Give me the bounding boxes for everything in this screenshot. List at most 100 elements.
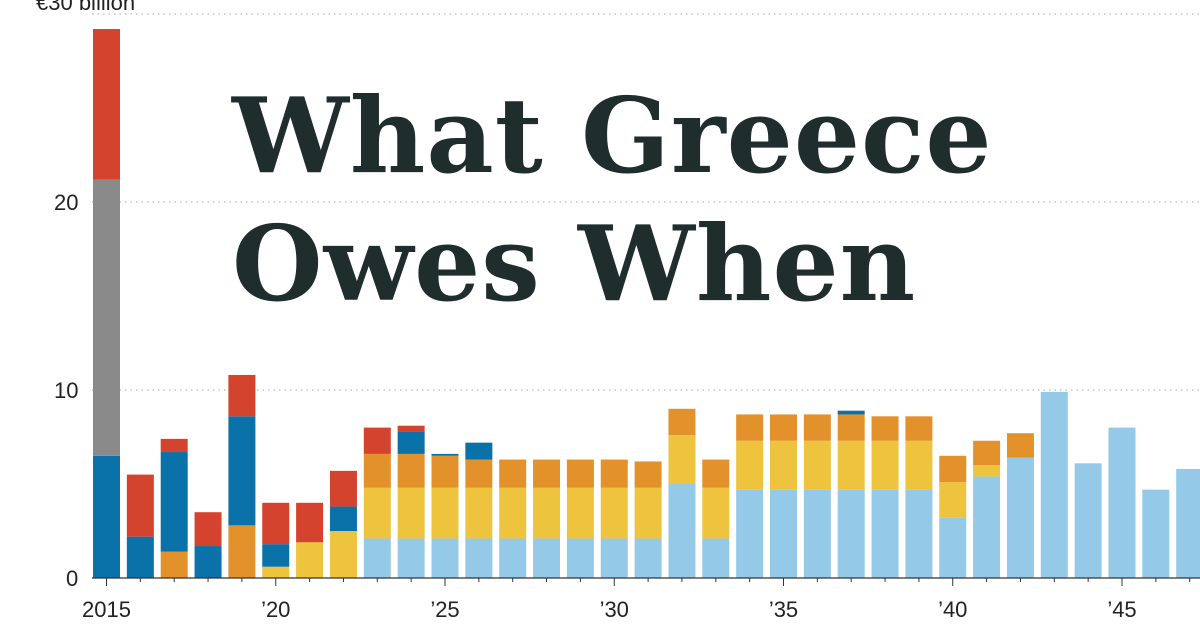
- bar-segment-2036-orange: [803, 414, 831, 441]
- bar-segment-2017-orange: [160, 551, 188, 578]
- bar-segment-2037-light_blue: [837, 489, 865, 578]
- bar-segment-2019-dark_blue: [228, 416, 256, 526]
- bar-segment-2025-orange: [431, 455, 459, 488]
- bar-segment-2017-dark_blue: [160, 452, 188, 552]
- bar-segment-2015-red: [93, 29, 120, 180]
- bar-segment-2037-orange: [837, 414, 865, 441]
- bar-segment-2040-light_blue: [939, 517, 967, 578]
- bar-segment-2034-yellow: [736, 440, 764, 490]
- bar-segment-2024-orange: [397, 453, 425, 488]
- x-tick-label: ’20: [261, 597, 290, 622]
- bar-segment-2038-orange: [871, 416, 899, 441]
- bar-segment-2030-yellow: [600, 487, 628, 539]
- bar-segment-2038-light_blue: [871, 489, 899, 578]
- bar-segment-2028-orange: [533, 459, 561, 488]
- y-tick-label: 0: [66, 566, 78, 591]
- bar-segment-2032-light_blue: [668, 484, 696, 578]
- bar-segment-2042-orange: [1006, 433, 1034, 458]
- bar-segment-2030-light_blue: [600, 538, 628, 578]
- bar-segment-2024-red: [397, 425, 425, 432]
- bar-segment-2047-light_blue: [1176, 468, 1200, 578]
- bar-segment-2019-red: [228, 374, 256, 417]
- bar-segment-2044-light_blue: [1074, 463, 1102, 578]
- x-tick-label: ’40: [938, 597, 967, 622]
- bar-segment-2046-light_blue: [1142, 489, 1170, 578]
- bar-segment-2024-yellow: [397, 487, 425, 539]
- bar-segment-2021-red: [296, 502, 324, 543]
- x-tick-label: ’45: [1107, 597, 1136, 622]
- bar-segment-2036-light_blue: [803, 489, 831, 578]
- bar-segment-2016-dark_blue: [126, 536, 154, 578]
- bar-segment-2039-light_blue: [905, 489, 933, 578]
- bar-segment-2017-red: [160, 438, 188, 453]
- bar-segment-2034-light_blue: [736, 489, 764, 578]
- x-tick-label: ’35: [769, 597, 798, 622]
- bar-segment-2023-light_blue: [363, 538, 391, 578]
- bar-segment-2019-orange: [228, 525, 256, 578]
- x-tick-label: ’30: [600, 597, 629, 622]
- bar-segment-2022-red: [329, 470, 357, 507]
- y-tick-label: 20: [54, 190, 78, 215]
- x-tick-label: 2015: [82, 597, 131, 622]
- bar-segment-2022-yellow: [329, 531, 357, 578]
- bar-segment-2028-yellow: [533, 487, 561, 539]
- bar-segment-2038-yellow: [871, 440, 899, 490]
- bar-segment-2020-red: [262, 502, 290, 545]
- bar-segment-2026-dark_blue: [465, 442, 493, 460]
- bar-segment-2039-yellow: [905, 440, 933, 490]
- bar-segment-2043-light_blue: [1040, 391, 1068, 578]
- bar-segment-2024-light_blue: [397, 538, 425, 578]
- x-tick-label: ’25: [430, 597, 459, 622]
- bar-segment-2021-yellow: [296, 542, 324, 578]
- bar-segment-2029-orange: [566, 459, 594, 488]
- bar-segment-2015-dark_blue: [93, 455, 120, 578]
- bar-segment-2035-yellow: [770, 440, 797, 490]
- bar-segment-2033-orange: [702, 459, 730, 488]
- y-tick-label: €30 billion: [36, 0, 135, 15]
- bar-segment-2025-dark_blue: [431, 453, 459, 456]
- bar-segment-2025-yellow: [431, 487, 459, 539]
- bar-segment-2041-yellow: [973, 465, 1001, 477]
- bar-segment-2029-light_blue: [566, 538, 594, 578]
- bar-segment-2024-dark_blue: [397, 431, 425, 454]
- bar-segment-2039-orange: [905, 416, 933, 441]
- bar-segment-2023-orange: [363, 453, 391, 488]
- bar-segment-2040-orange: [939, 455, 967, 483]
- bar-segment-2023-red: [363, 427, 391, 454]
- bar-segment-2034-orange: [736, 414, 764, 441]
- bar-segment-2036-yellow: [803, 440, 831, 490]
- bar-segment-2025-light_blue: [431, 538, 459, 578]
- bar-segment-2037-yellow: [837, 440, 865, 490]
- bar-segment-2031-orange: [634, 461, 662, 488]
- bar-segment-2041-orange: [973, 440, 1001, 466]
- bar-segment-2029-yellow: [566, 487, 594, 539]
- bar-segment-2023-yellow: [363, 487, 391, 539]
- bar-segment-2031-light_blue: [634, 538, 662, 578]
- bar-segment-2020-dark_blue: [262, 544, 290, 567]
- bar-segment-2026-yellow: [465, 487, 493, 539]
- chart-title-line-2: Owes When: [232, 202, 917, 325]
- y-tick-label: 10: [54, 378, 78, 403]
- bar-segment-2045-light_blue: [1108, 427, 1136, 578]
- chart-title-line-1: What Greece: [232, 74, 993, 197]
- bar-segment-2037-dark_blue: [837, 410, 865, 415]
- bar-segment-2033-yellow: [702, 487, 730, 539]
- bar-segment-2032-orange: [668, 408, 696, 436]
- bar-segment-2028-light_blue: [533, 538, 561, 578]
- bar-segment-2026-orange: [465, 459, 493, 488]
- bar-segment-2040-yellow: [939, 482, 967, 518]
- bar-segment-2026-light_blue: [465, 538, 493, 578]
- bar-segment-2042-light_blue: [1006, 457, 1034, 578]
- bar-segment-2027-light_blue: [499, 538, 527, 578]
- bar-segment-2041-light_blue: [973, 476, 1001, 578]
- bar-segment-2016-red: [126, 474, 154, 537]
- bar-segment-2020-yellow: [262, 566, 290, 578]
- bar-segment-2015-gray: [93, 179, 120, 456]
- bar-segment-2022-dark_blue: [329, 506, 357, 531]
- bar-segment-2018-red: [194, 512, 222, 547]
- bar-segment-2027-yellow: [499, 487, 527, 539]
- bar-segment-2030-orange: [600, 459, 628, 488]
- bar-segment-2035-light_blue: [770, 489, 797, 578]
- bar-segment-2018-dark_blue: [194, 546, 222, 578]
